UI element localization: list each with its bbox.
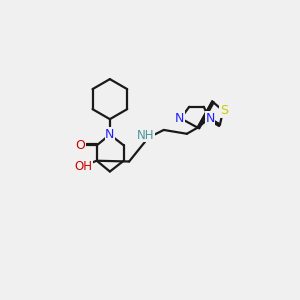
Text: N: N [175, 112, 184, 125]
Text: OH: OH [75, 160, 93, 173]
Text: N: N [105, 128, 115, 141]
Text: NH: NH [136, 129, 154, 142]
Text: N: N [175, 112, 184, 125]
Text: N: N [105, 128, 115, 141]
Text: S: S [220, 104, 228, 117]
Text: O: O [76, 139, 85, 152]
Text: N: N [205, 112, 214, 125]
Text: N: N [205, 112, 214, 125]
Text: O: O [76, 139, 85, 152]
Text: S: S [220, 104, 228, 117]
Text: OH: OH [75, 160, 93, 173]
Text: NH: NH [136, 129, 154, 142]
